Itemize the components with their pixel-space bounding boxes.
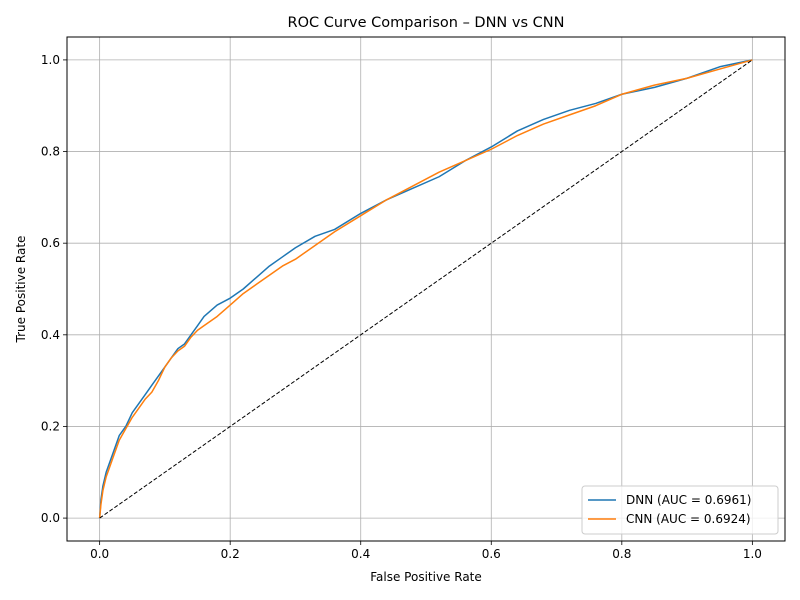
y-tick-label-5: 1.0 xyxy=(41,53,60,67)
legend-box xyxy=(581,485,779,535)
x-tick-label-4: 0.8 xyxy=(612,547,631,561)
chart-title: ROC Curve Comparison – DNN vs CNN xyxy=(288,15,565,31)
diagonal-reference-line xyxy=(99,59,753,519)
y-tick-label-2: 0.4 xyxy=(41,328,60,342)
y-axis-label: True Positive Rate xyxy=(14,236,28,344)
y-tick-label-4: 0.8 xyxy=(41,145,60,159)
plot-lines xyxy=(98,59,753,519)
x-tick-label-1: 0.2 xyxy=(221,547,240,561)
x-axis-label: False Positive Rate xyxy=(370,570,482,584)
x-tick-label-2: 0.4 xyxy=(351,547,370,561)
y-tick-label-3: 0.6 xyxy=(41,236,60,250)
x-tick-label-5: 1.0 xyxy=(743,547,762,561)
grid xyxy=(67,37,785,541)
x-tick-label-3: 0.6 xyxy=(482,547,501,561)
ticks: 0.0 0.2 0.4 0.6 0.8 1.0 0.0 0.2 0.4 0.6 0.8 1.0 xyxy=(41,53,762,561)
legend: DNN (AUC = 0.6961) CNN (AUC = 0.6924) xyxy=(581,485,779,535)
series-line-1 xyxy=(98,59,753,519)
axes-frame xyxy=(66,36,786,542)
legend-label-0: DNN (AUC = 0.6961) xyxy=(626,493,751,507)
legend-label-1: CNN (AUC = 0.6924) xyxy=(626,512,751,526)
y-tick-label-0: 0.0 xyxy=(41,511,60,525)
x-tick-label-0: 0.0 xyxy=(90,547,109,561)
y-tick-label-1: 0.2 xyxy=(41,419,60,433)
series-line-0 xyxy=(98,59,753,519)
